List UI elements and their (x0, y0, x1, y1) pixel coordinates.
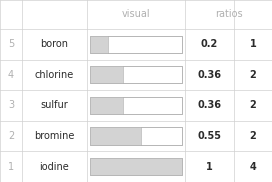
Text: 3: 3 (8, 100, 14, 110)
Bar (90, 158, 182, 175)
Text: bromine: bromine (34, 131, 75, 141)
Text: 1: 1 (206, 162, 213, 172)
Bar (90, 158, 182, 175)
Bar (90, 128, 182, 145)
Text: 1: 1 (8, 162, 14, 172)
Text: 0.36: 0.36 (197, 70, 221, 80)
Bar (90, 66, 182, 83)
Text: chlorine: chlorine (35, 70, 74, 80)
Text: 4: 4 (8, 70, 14, 80)
Text: 4: 4 (250, 162, 256, 172)
Bar (90, 128, 182, 145)
Text: 2: 2 (250, 70, 256, 80)
Text: 2: 2 (8, 131, 14, 141)
Text: 0.36: 0.36 (197, 100, 221, 110)
Text: 2: 2 (250, 100, 256, 110)
Text: visual: visual (122, 9, 150, 19)
Bar (90, 97, 182, 114)
Bar (90, 36, 108, 53)
Text: iodine: iodine (39, 162, 69, 172)
Bar (90, 66, 182, 83)
Bar (90, 66, 123, 83)
Text: 0.2: 0.2 (201, 39, 218, 49)
Text: ratios: ratios (215, 9, 242, 19)
Text: 2: 2 (250, 131, 256, 141)
Bar (90, 128, 141, 145)
Bar (90, 97, 182, 114)
Text: 5: 5 (8, 39, 14, 49)
Text: 0.55: 0.55 (197, 131, 221, 141)
Text: boron: boron (41, 39, 68, 49)
Bar (90, 97, 123, 114)
Bar (90, 36, 182, 53)
Text: 1: 1 (250, 39, 256, 49)
Bar (90, 36, 182, 53)
Text: sulfur: sulfur (41, 100, 68, 110)
Bar (90, 158, 182, 175)
